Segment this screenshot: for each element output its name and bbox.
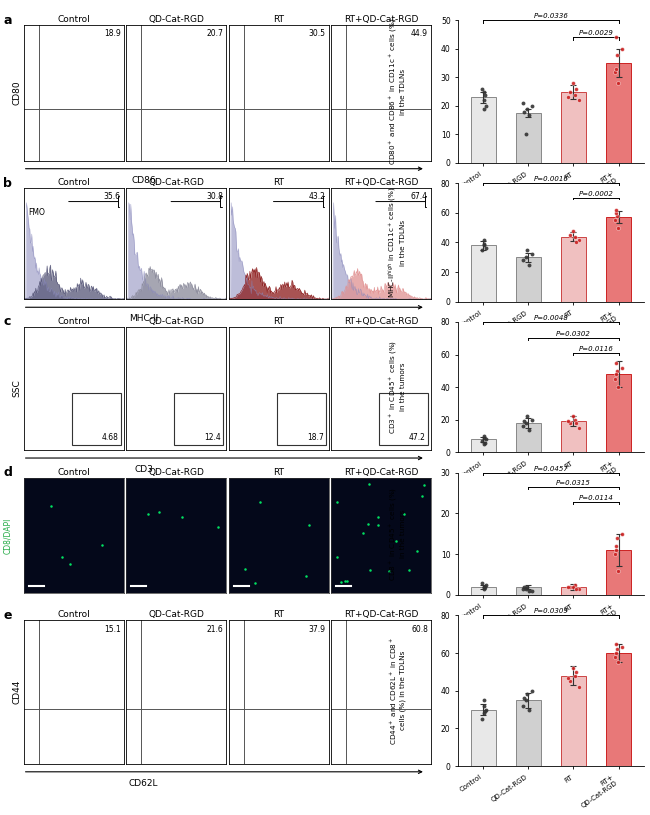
Title: RT+QD-Cat-RGD: RT+QD-Cat-RGD — [344, 15, 418, 24]
Text: P=0.0302: P=0.0302 — [556, 331, 591, 337]
Text: P=0.0029: P=0.0029 — [578, 30, 614, 37]
Text: 67.4: 67.4 — [411, 192, 428, 200]
Y-axis label: CD8$^+$ in CD45$^+$ cells (%)
in the tumors: CD8$^+$ in CD45$^+$ cells (%) in the tum… — [388, 487, 406, 581]
Text: c: c — [3, 315, 10, 328]
Text: 37.9: 37.9 — [309, 624, 326, 633]
Text: 4.68: 4.68 — [102, 434, 119, 443]
Bar — [606, 218, 631, 302]
Bar — [72, 394, 121, 445]
Text: 18.7: 18.7 — [307, 434, 324, 443]
Text: P=0.0309: P=0.0309 — [534, 608, 568, 615]
Y-axis label: CD80: CD80 — [12, 81, 21, 105]
Title: RT+QD-Cat-RGD: RT+QD-Cat-RGD — [344, 178, 418, 187]
Bar — [471, 98, 495, 163]
Text: P=0.0336: P=0.0336 — [534, 13, 568, 20]
Text: 30.5: 30.5 — [309, 29, 326, 38]
Title: RT: RT — [273, 610, 284, 619]
Text: FMO: FMO — [28, 208, 45, 218]
Text: 20.7: 20.7 — [206, 29, 223, 38]
Title: Control: Control — [58, 317, 90, 326]
Text: 15.1: 15.1 — [104, 624, 121, 633]
Text: 21.6: 21.6 — [207, 624, 223, 633]
Title: QD-Cat-RGD: QD-Cat-RGD — [148, 610, 204, 619]
Y-axis label: CD80$^+$ and CD86$^+$ in CD11c$^+$ cells (%)
in the TDLNs: CD80$^+$ and CD86$^+$ in CD11c$^+$ cells… — [388, 18, 406, 165]
Text: CD8/DAPI: CD8/DAPI — [3, 518, 12, 554]
Title: QD-Cat-RGD: QD-Cat-RGD — [148, 317, 204, 326]
Title: QD-Cat-RGD: QD-Cat-RGD — [148, 468, 204, 477]
Bar — [516, 423, 541, 452]
Title: RT+QD-Cat-RGD: RT+QD-Cat-RGD — [344, 610, 418, 619]
Bar — [516, 113, 541, 163]
Text: P=0.0048: P=0.0048 — [534, 315, 568, 321]
Bar — [606, 374, 631, 452]
Title: Control: Control — [58, 15, 90, 24]
Title: RT: RT — [273, 15, 284, 24]
Text: 35.6: 35.6 — [104, 192, 121, 200]
Title: Control: Control — [58, 468, 90, 477]
Bar — [606, 550, 631, 595]
Bar — [471, 439, 495, 452]
Bar — [561, 676, 586, 766]
Bar — [174, 394, 223, 445]
Text: CD86: CD86 — [131, 175, 156, 184]
Title: QD-Cat-RGD: QD-Cat-RGD — [148, 15, 204, 24]
Bar — [561, 236, 586, 302]
Title: RT+QD-Cat-RGD: RT+QD-Cat-RGD — [344, 317, 418, 326]
Text: a: a — [3, 14, 12, 27]
Text: P=0.0116: P=0.0116 — [578, 346, 614, 352]
Text: P=0.0114: P=0.0114 — [578, 496, 614, 501]
Bar — [277, 394, 326, 445]
Text: P=0.0002: P=0.0002 — [578, 191, 614, 196]
Text: d: d — [3, 466, 12, 479]
Text: 18.9: 18.9 — [104, 29, 121, 38]
Bar — [516, 587, 541, 595]
Title: RT: RT — [273, 468, 284, 477]
Text: e: e — [3, 609, 12, 622]
Text: 30.8: 30.8 — [206, 192, 223, 200]
Y-axis label: CD44: CD44 — [12, 680, 21, 704]
Title: Control: Control — [58, 178, 90, 187]
Y-axis label: MHC-II$^{high}$ in CD11c$^+$ cells (%)
in the TDLNs: MHC-II$^{high}$ in CD11c$^+$ cells (%) i… — [387, 187, 406, 298]
Bar — [471, 245, 495, 302]
Bar — [471, 587, 495, 595]
Text: P=0.0457: P=0.0457 — [534, 466, 568, 472]
Title: RT: RT — [273, 178, 284, 187]
Text: 47.2: 47.2 — [409, 434, 426, 443]
Bar — [606, 653, 631, 766]
Bar — [561, 91, 586, 163]
Text: 12.4: 12.4 — [205, 434, 221, 443]
Title: Control: Control — [58, 610, 90, 619]
Bar — [379, 394, 428, 445]
Bar — [471, 710, 495, 766]
Bar — [561, 421, 586, 452]
Text: CD62L: CD62L — [129, 778, 159, 787]
Title: QD-Cat-RGD: QD-Cat-RGD — [148, 178, 204, 187]
Y-axis label: SSC: SSC — [12, 380, 21, 397]
Text: 43.2: 43.2 — [309, 192, 326, 200]
Bar — [561, 587, 586, 595]
Text: P=0.0315: P=0.0315 — [556, 481, 591, 487]
Title: RT+QD-Cat-RGD: RT+QD-Cat-RGD — [344, 468, 418, 477]
Y-axis label: CD3$^+$ in CD45$^+$ cells (%)
in the tumors: CD3$^+$ in CD45$^+$ cells (%) in the tum… — [388, 340, 406, 434]
Y-axis label: CD44$^+$ and CD62L$^+$ in CD8$^+$
cells (%) in the TDLNs: CD44$^+$ and CD62L$^+$ in CD8$^+$ cells … — [389, 637, 406, 745]
Title: RT: RT — [273, 317, 284, 326]
Text: 60.8: 60.8 — [411, 624, 428, 633]
Text: 44.9: 44.9 — [411, 29, 428, 38]
Text: P=0.0016: P=0.0016 — [534, 177, 568, 183]
Text: b: b — [3, 177, 12, 190]
Text: CD3: CD3 — [134, 465, 153, 474]
Bar — [516, 258, 541, 302]
Bar — [516, 700, 541, 766]
Bar — [606, 64, 631, 163]
Text: MHC-II: MHC-II — [129, 314, 159, 323]
